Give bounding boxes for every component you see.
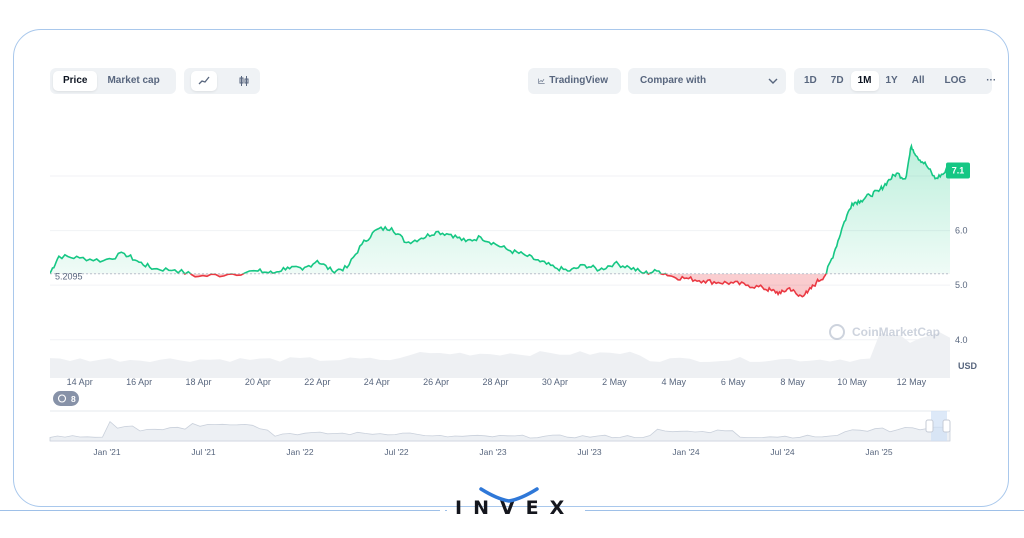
- x-tick-label: 12 May: [897, 377, 927, 387]
- time-range-selector: 1D 7D 1M 1Y All LOG ···: [794, 68, 996, 94]
- currency-label: USD: [958, 361, 978, 371]
- y-tick-label: 5.0: [955, 280, 968, 290]
- x-tick-label: 24 Apr: [364, 377, 390, 387]
- navigator-tick-label: Jan '22: [286, 447, 313, 457]
- invex-logo: INVEX: [455, 497, 576, 519]
- chart-type-toggle: [184, 68, 260, 94]
- x-tick-label: 8 May: [780, 377, 805, 387]
- log-scale-toggle[interactable]: LOG: [944, 75, 967, 86]
- navigator-tick-label: Jan '21: [93, 447, 120, 457]
- navigator-tick-label: Jul '24: [770, 447, 795, 457]
- navigator-tick-label: Jan '25: [865, 447, 892, 457]
- y-tick-label: 4.0: [955, 335, 968, 345]
- navigator-tick-label: Jan '24: [672, 447, 699, 457]
- invex-logo-mark: [479, 487, 539, 503]
- range-1d[interactable]: 1D: [804, 75, 817, 86]
- navigator-history-area: [49, 420, 951, 442]
- range-navigator[interactable]: Jan '21 Jul '21 Jan '22 Jul '22 Jan '23 Jul '…: [49, 410, 951, 457]
- x-tick-label: 4 May: [662, 377, 687, 387]
- y-tick-label: 6.0: [955, 226, 968, 236]
- range-1m[interactable]: 1M: [850, 71, 879, 91]
- price-marketcap-toggle: Price Market cap: [50, 68, 176, 94]
- price-area-above-baseline: [50, 146, 950, 274]
- navigator-tick-label: Jul '22: [384, 447, 409, 457]
- last-price-badge: 7.1: [946, 162, 970, 179]
- x-tick-label: 18 Apr: [185, 377, 211, 387]
- candlestick-icon[interactable]: [231, 71, 257, 91]
- x-axis-ticks: 14 Apr 16 Apr 18 Apr 20 Apr 22 Apr 24 Apr 26 A…: [67, 377, 927, 387]
- navigator-tick-label: Jan '23: [479, 447, 506, 457]
- navigator-selection[interactable]: [931, 411, 947, 441]
- coinmarketcap-watermark: CoinMarketCap: [829, 324, 940, 340]
- price-area-below-baseline: [184, 273, 827, 297]
- x-tick-label: 14 Apr: [67, 377, 93, 387]
- navigator-tick-label: Jul '23: [577, 447, 602, 457]
- tradingview-icon: [538, 78, 545, 84]
- x-tick-label: 22 Apr: [304, 377, 330, 387]
- range-1y[interactable]: 1Y: [885, 75, 898, 86]
- last-price-value: 7.1: [952, 166, 965, 176]
- chart-events-badge[interactable]: 8: [53, 391, 79, 406]
- line-chart-icon[interactable]: [191, 71, 217, 91]
- range-7d[interactable]: 7D: [830, 75, 844, 86]
- tradingview-label: TradingView: [549, 75, 608, 86]
- navigator-tick-label: Jul '21: [191, 447, 216, 457]
- x-tick-label: 6 May: [721, 377, 746, 387]
- price-tab[interactable]: Price: [53, 71, 98, 91]
- x-tick-label: 10 May: [837, 377, 867, 387]
- x-tick-label: 26 Apr: [423, 377, 449, 387]
- range-all[interactable]: All: [911, 75, 925, 86]
- navigator-left-handle[interactable]: [925, 419, 934, 433]
- history-icon: [57, 394, 67, 403]
- compare-with-select[interactable]: Compare with: [628, 68, 786, 94]
- y-axis-ticks: 4.0 5.0 6.0: [955, 226, 968, 345]
- x-tick-label: 20 Apr: [245, 377, 271, 387]
- volume-area: [50, 332, 950, 378]
- x-tick-label: 30 Apr: [542, 377, 568, 387]
- chart-toolbar: Price Market cap TradingView Compare wit…: [50, 68, 996, 94]
- navigator-x-ticks: Jan '21 Jul '21 Jan '22 Jul '22 Jan '23 Jul '…: [93, 447, 892, 457]
- x-tick-label: 2 May: [602, 377, 627, 387]
- volume-shape: [50, 332, 950, 378]
- price-line-above-baseline: [50, 143, 950, 274]
- watermark-text: CoinMarketCap: [852, 325, 940, 339]
- baseline-value-label: 5.2095: [55, 272, 83, 282]
- x-tick-label: 16 Apr: [126, 377, 152, 387]
- chevron-down-icon: [768, 78, 778, 84]
- tradingview-button[interactable]: TradingView: [528, 68, 621, 94]
- grid-lines: [50, 175, 950, 341]
- navigator-right-handle[interactable]: [942, 419, 951, 433]
- compare-with-label: Compare with: [640, 75, 707, 86]
- events-count: 8: [71, 394, 76, 404]
- more-options-button[interactable]: ···: [986, 75, 997, 86]
- x-tick-label: 28 Apr: [483, 377, 509, 387]
- market-cap-tab[interactable]: Market cap: [107, 75, 160, 86]
